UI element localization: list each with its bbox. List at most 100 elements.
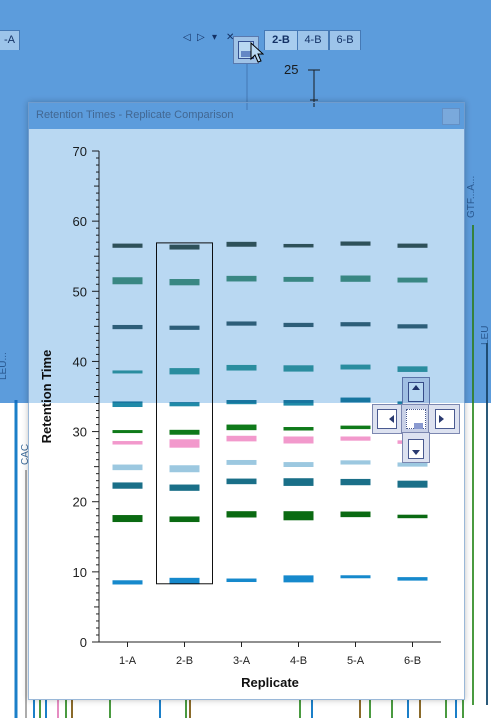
- tab-4-b[interactable]: 4-B: [297, 30, 329, 50]
- background-tick-label: 25: [284, 62, 299, 77]
- dock-right-icon[interactable]: [428, 404, 460, 434]
- x-tick-label: 5-A: [347, 655, 365, 667]
- retention-time-mark: [226, 241, 257, 247]
- retention-time-mark: [169, 279, 200, 286]
- background-axis: [308, 69, 320, 107]
- background-peaks-right: [472, 225, 488, 705]
- retention-time-mark: [226, 435, 257, 442]
- tab-2-b[interactable]: 2-B: [264, 30, 298, 50]
- retention-time-mark: [169, 439, 200, 448]
- y-tick-label: 60: [73, 214, 87, 229]
- y-tick-label: 40: [73, 354, 87, 369]
- dock-top-icon[interactable]: [402, 377, 430, 407]
- retention-time-mark: [226, 321, 257, 326]
- retention-time-mark: [283, 478, 314, 486]
- scroll-tabs-left-icon[interactable]: ◁: [183, 32, 191, 43]
- retention-time-mark: [397, 366, 428, 372]
- x-tick-label: 2-B: [176, 655, 193, 667]
- retention-time-mark: [340, 436, 371, 441]
- retention-time-mark: [397, 243, 428, 248]
- side-label: GTF...A...: [466, 175, 477, 218]
- retention-time-mark: [340, 460, 371, 465]
- x-tick-label: 1-A: [119, 655, 137, 667]
- retention-time-mark: [169, 244, 200, 250]
- docking-compass[interactable]: [372, 377, 460, 463]
- retention-time-mark: [169, 465, 200, 473]
- retention-time-mark: [283, 575, 314, 583]
- tab-1-a[interactable]: -A: [0, 30, 20, 50]
- retention-time-mark: [340, 575, 371, 579]
- retention-time-mark: [169, 325, 200, 330]
- y-axis-label: Retention Time: [39, 350, 54, 444]
- retention-time-mark: [397, 462, 428, 467]
- y-tick-label: 70: [73, 144, 87, 159]
- retention-time-mark: [112, 482, 143, 489]
- x-tick-label: 6-B: [404, 655, 421, 667]
- tab-label: 6-B: [336, 34, 354, 46]
- retention-time-mark: [169, 429, 200, 435]
- retention-time-mark: [112, 277, 143, 285]
- dock-left-icon[interactable]: [372, 404, 404, 434]
- window-title-bar[interactable]: Retention Times - Replicate Comparison: [29, 103, 464, 129]
- retention-time-mark: [397, 480, 428, 488]
- tab-label: -A: [4, 34, 15, 46]
- mouse-pointer-icon: [250, 42, 264, 63]
- tab-6-b[interactable]: 6-B: [329, 30, 361, 50]
- retention-time-mark: [283, 365, 314, 372]
- retention-time-mark: [397, 514, 428, 519]
- retention-time-mark: [226, 424, 257, 431]
- x-tick-label: 4-B: [290, 655, 307, 667]
- retention-time-mark: [112, 580, 143, 585]
- retention-time-mark: [169, 402, 200, 407]
- retention-time-mark: [226, 459, 257, 465]
- retention-time-mark: [169, 577, 200, 585]
- retention-time-mark: [340, 397, 371, 403]
- retention-time-mark: [112, 370, 143, 374]
- retention-time-mark: [283, 511, 314, 521]
- retention-time-mark: [340, 364, 371, 370]
- dock-center-icon[interactable]: [401, 404, 431, 434]
- dock-bottom-icon[interactable]: [402, 432, 430, 463]
- retention-time-mark: [226, 275, 257, 282]
- retention-time-mark: [283, 322, 314, 328]
- retention-time-mark: [340, 275, 371, 282]
- retention-time-mark: [112, 515, 143, 523]
- retention-time-mark: [283, 462, 314, 467]
- retention-time-mark: [112, 430, 143, 434]
- retention-time-mark: [112, 243, 143, 248]
- y-tick-label: 20: [73, 495, 87, 510]
- retention-time-mark: [340, 322, 371, 327]
- retention-time-mark: [340, 241, 371, 246]
- retention-time-mark: [283, 400, 314, 406]
- retention-time-mark: [397, 277, 428, 283]
- retention-time-mark: [226, 400, 257, 405]
- retention-time-mark: [340, 511, 371, 518]
- retention-time-mark: [169, 368, 200, 375]
- scroll-tabs-right-icon[interactable]: ▷: [197, 32, 205, 43]
- y-tick-label: 50: [73, 284, 87, 299]
- retention-time-mark: [169, 516, 200, 523]
- retention-time-mark: [340, 425, 371, 430]
- retention-time-mark: [112, 441, 143, 445]
- y-tick-label: 10: [73, 565, 87, 580]
- side-label: LEU...: [0, 352, 9, 380]
- x-tick-label: 3-A: [233, 655, 251, 667]
- retention-time-mark: [283, 427, 314, 431]
- x-axis-label: Replicate: [241, 675, 299, 690]
- retention-time-mark: [226, 511, 257, 518]
- background-chromatogram: [33, 698, 464, 718]
- retention-time-mark: [283, 243, 314, 248]
- window-title: Retention Times - Replicate Comparison: [36, 109, 234, 121]
- retention-time-mark: [283, 276, 314, 282]
- tab-list-dropdown-icon[interactable]: ▾: [212, 32, 218, 43]
- retention-time-mark: [169, 484, 200, 491]
- retention-time-mark: [340, 478, 371, 486]
- retention-time-mark: [397, 577, 428, 581]
- window-close-button[interactable]: [442, 108, 460, 125]
- retention-time-mark: [226, 364, 257, 371]
- retention-time-mark: [112, 324, 143, 330]
- tab-label: 2-B: [272, 34, 290, 46]
- tab-label: 4-B: [304, 34, 322, 46]
- retention-time-mark: [226, 478, 257, 485]
- background-peaks-left: [14, 400, 27, 718]
